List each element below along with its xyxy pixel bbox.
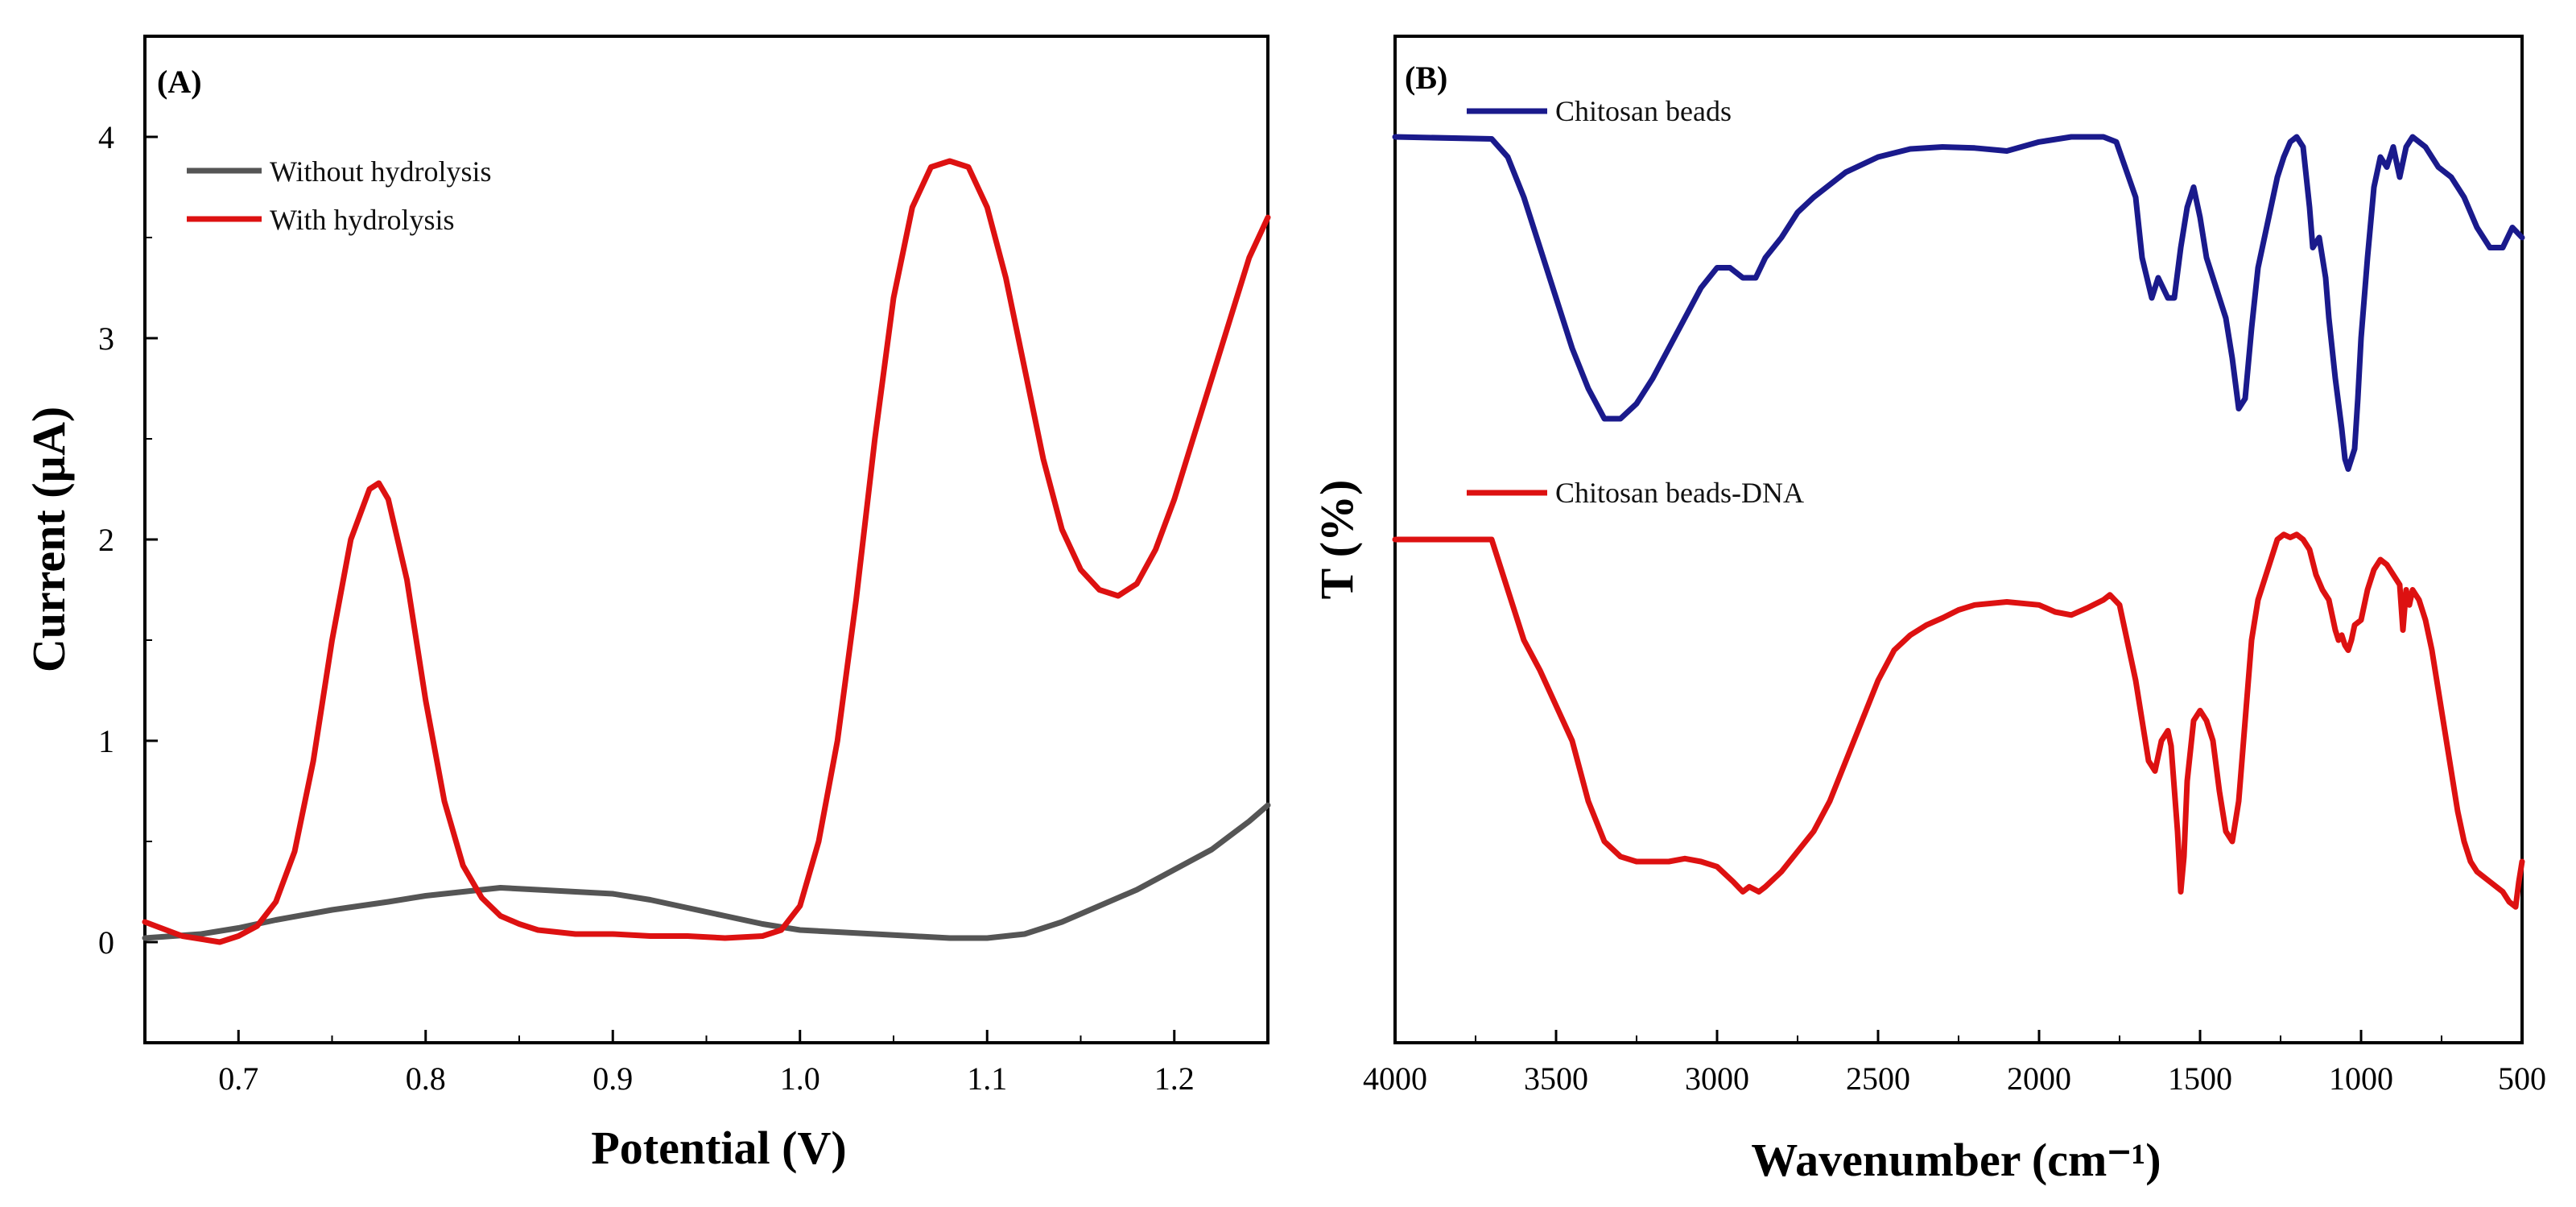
panel-a-x-tick-label: 1.0: [780, 1060, 820, 1097]
panel-b-series-line-1: [1392, 531, 2525, 910]
panel-a-y-tick-label: 2: [98, 522, 114, 558]
panel-b-legend: Chitosan beads Chitosan beads-DNA: [1467, 95, 1804, 509]
panel-b-x-tick-label: 4000: [1363, 1060, 1427, 1097]
panel-a-series-line-1: [142, 158, 1271, 945]
panel-a: (A) 0.7 0.8 0.9 1.0 1.1 1.2 0 1 2 3 4 Without hydr…: [23, 35, 1271, 1174]
legend-label-chitosan-beads-dna: Chitosan beads-DNA: [1555, 477, 1804, 509]
panel-b-label: (B): [1405, 60, 1447, 96]
panel-b-x-tick-label: 2500: [1846, 1060, 1910, 1097]
panel-b-x-tick-label: 3500: [1524, 1060, 1588, 1097]
panel-a-legend: Without hydrolysis With hydrolysis: [187, 155, 492, 236]
panel-b-x-tick-label: 1500: [2168, 1060, 2232, 1097]
panel-b-y-axis-title: T (%): [1311, 480, 1363, 600]
panel-b-ticks: 4000 3500 3000 2500 2000 1500 1000 500: [1363, 1030, 2546, 1097]
panel-a-y-tick-label: 0: [98, 924, 114, 961]
legend-label-chitosan-beads: Chitosan beads: [1555, 95, 1732, 127]
panel-a-x-tick-label: 1.2: [1154, 1060, 1195, 1097]
panel-a-lines: [142, 158, 1271, 945]
panel-b-series-line-0: [1392, 134, 2525, 472]
panel-b-x-tick-label: 3000: [1685, 1060, 1749, 1097]
panel-b-lines: [1392, 134, 2525, 910]
panel-a-x-tick-label: 1.1: [967, 1060, 1007, 1097]
panel-a-series-line-0: [142, 802, 1271, 941]
panel-a-y-axis-title: Current (µA): [23, 407, 75, 672]
panel-b-frame: [1393, 35, 2524, 1044]
panel-a-y-tick-label: 4: [98, 119, 114, 155]
legend-label-without-hydrolysis: Without hydrolysis: [270, 155, 492, 188]
panel-a-x-axis-title: Potential (V): [591, 1122, 846, 1174]
panel-a-x-tick-label: 0.7: [218, 1060, 258, 1097]
panel-a-x-tick-label: 0.9: [592, 1060, 633, 1097]
panel-a-label: (A): [157, 64, 202, 100]
panel-b-x-tick-label: 2000: [2007, 1060, 2071, 1097]
panel-a-y-tick-label: 1: [98, 723, 114, 759]
panel-a-x-tick-label: 0.8: [406, 1060, 446, 1097]
panel-b-x-axis-title: Wavenumber (cm⁻¹): [1751, 1134, 2161, 1186]
panel-a-y-tick-label: 3: [98, 320, 114, 357]
legend-label-with-hydrolysis: With hydrolysis: [270, 204, 455, 236]
panel-b-x-tick-label: 1000: [2329, 1060, 2393, 1097]
panel-b: (B) 4000 3500 3000 2500 2000 1500 1000 500 Chit…: [1311, 35, 2546, 1186]
panel-a-ticks: 0.7 0.8 0.9 1.0 1.1 1.2 0 1 2 3 4: [98, 119, 1195, 1097]
panel-b-x-tick-label: 500: [2498, 1060, 2546, 1097]
